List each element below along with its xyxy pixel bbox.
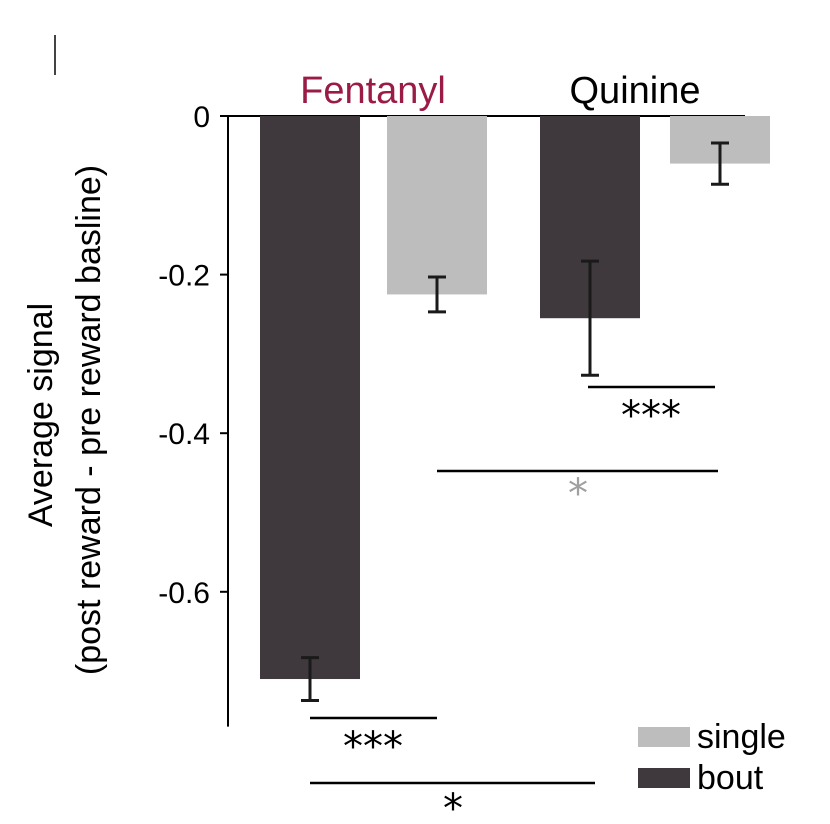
legend-label-bout: bout <box>697 759 764 797</box>
significance-annotations: ******** <box>310 385 718 824</box>
legend-swatch-single <box>638 727 690 747</box>
significance-stars: * <box>443 786 463 824</box>
group-label-quinine: Quinine <box>570 70 701 112</box>
group-labels: Fentanyl Quinine <box>300 70 700 112</box>
y-tick-label: -0.4 <box>158 418 210 451</box>
y-axis-title-line2: (post reward - pre reward basline) <box>70 165 108 675</box>
bar-single-fentanyl <box>387 116 487 295</box>
group-label-fentanyl: Fentanyl <box>300 70 446 112</box>
significance-stars: * <box>568 471 588 517</box>
significance-stars: *** <box>343 724 403 770</box>
bars <box>260 116 770 680</box>
y-tick-label: 0 <box>193 101 210 134</box>
legend-label-single: single <box>697 718 786 756</box>
error-bars <box>301 141 729 702</box>
significance-stars: *** <box>621 393 681 439</box>
y-axis-title: Average signal (post reward - pre reward… <box>22 165 108 675</box>
bar-bout-fentanyl <box>260 116 360 680</box>
y-tick-label: -0.6 <box>158 577 210 610</box>
y-tick-label: -0.2 <box>158 260 210 293</box>
y-axis-title-line1: Average signal <box>22 303 60 527</box>
legend-swatch-bout <box>638 768 690 788</box>
